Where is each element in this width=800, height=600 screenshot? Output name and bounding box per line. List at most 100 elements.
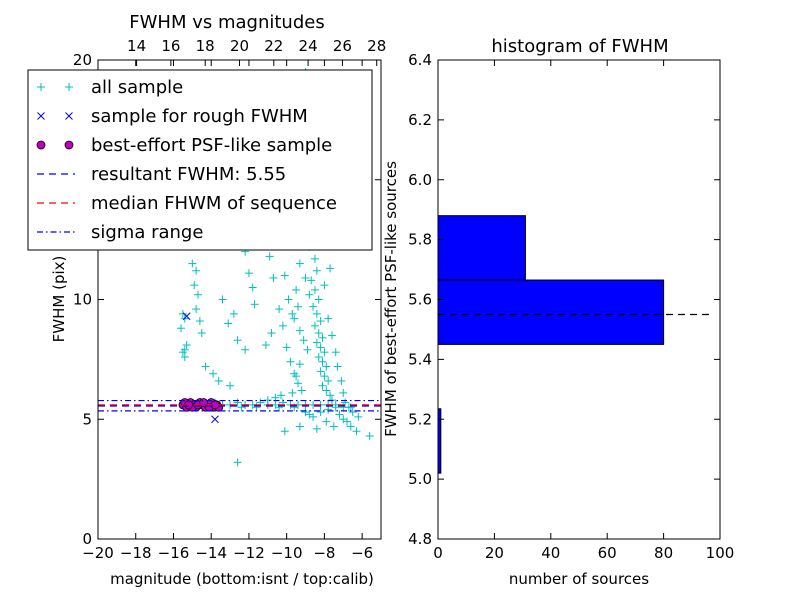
legend-label-all-sample: all sample [91, 77, 183, 98]
legend-label-rough-sample: sample for rough FWHM [91, 106, 308, 127]
data-point [269, 273, 278, 282]
data-point [193, 290, 202, 299]
data-point [292, 285, 301, 294]
data-point [314, 352, 323, 361]
histogram-y-axis-label: FWHM of best-effort PSF-like sources [382, 161, 400, 437]
top-tick-label: 20 [230, 37, 249, 55]
top-tick-label: 28 [367, 37, 386, 55]
data-point [295, 259, 304, 268]
data-point [293, 379, 302, 388]
data-point [341, 398, 350, 407]
hist-x-tick-label: 40 [541, 544, 560, 562]
data-point [331, 348, 340, 357]
data-point [280, 271, 289, 280]
data-point [182, 341, 191, 350]
data-point [312, 309, 321, 318]
legend-marker [64, 140, 74, 150]
histogram-ticks: 0 20 40 60 80 100 4.8 5.0 5.2 5.4 5.6 5.8 6.0 6.2 6.4 [408, 51, 734, 562]
data-point [322, 417, 331, 426]
data-point [293, 302, 302, 311]
histogram-bar [437, 279, 665, 345]
data-point [177, 324, 186, 333]
data-point [265, 252, 274, 261]
x-tick-label: −16 [158, 544, 190, 562]
data-point [211, 415, 219, 424]
histogram-bar [437, 215, 526, 281]
data-point [348, 408, 357, 417]
data-point [197, 329, 206, 338]
scatter-y-axis-label: FWHM (pix) [50, 256, 68, 343]
data-point [241, 345, 250, 354]
legend-label-median-fwhm: median FHWM of sequence [91, 193, 337, 214]
data-point [314, 329, 323, 338]
hist-y-tick-label: 5.8 [408, 231, 432, 249]
data-point [278, 321, 287, 330]
data-point [288, 388, 297, 397]
data-point [244, 269, 253, 278]
scatter-x-axis-label: magnitude (bottom:isnt / top:calib) [110, 570, 374, 588]
data-point [248, 283, 257, 292]
data-point [335, 410, 344, 419]
data-point [301, 408, 310, 417]
top-tick-label: 14 [127, 37, 146, 55]
hist-y-tick-label: 5.0 [408, 470, 432, 488]
data-point [320, 281, 329, 290]
top-tick-label: 18 [196, 37, 215, 55]
data-point [250, 300, 259, 309]
data-point [182, 312, 191, 321]
data-point [299, 336, 308, 345]
data-point [301, 273, 310, 282]
data-point [312, 424, 321, 433]
data-point [318, 357, 327, 366]
histogram-chart: histogram of FWHM 0 20 40 60 80 100 4.8 5.0 5.2 5… [382, 36, 734, 588]
top-tick-label: 24 [299, 37, 318, 55]
histogram-title: histogram of FWHM [491, 36, 668, 57]
data-point [320, 348, 329, 357]
data-point [295, 422, 304, 431]
data-point [178, 348, 187, 357]
data-point [312, 266, 321, 275]
data-point [309, 302, 318, 311]
x-tick-label: −14 [195, 544, 227, 562]
x-tick-label: −10 [271, 544, 303, 562]
data-point [201, 362, 210, 371]
data-point [326, 391, 335, 400]
data-point [312, 338, 321, 347]
data-point [346, 422, 355, 431]
data-point [316, 408, 325, 417]
data-point [295, 326, 304, 335]
data-point [324, 314, 333, 323]
hist-y-tick-label: 6.2 [408, 111, 432, 129]
hist-x-tick-label: 20 [485, 544, 504, 562]
data-point [327, 331, 336, 340]
data-point [229, 309, 238, 318]
data-point [218, 295, 227, 304]
data-point [275, 305, 284, 314]
data-point [282, 343, 291, 352]
data-point [326, 264, 335, 273]
data-point [310, 254, 319, 263]
legend-label-psf-sample: best-effort PSF-like sample [91, 135, 332, 156]
legend-label-sigma-range: sigma range [91, 222, 203, 243]
scatter-chart: FWHM vs magnitudes −20 −18 −16 −14 −12 −10 −8−… [27, 12, 386, 588]
legend-marker [36, 140, 46, 150]
data-point [233, 458, 242, 467]
hist-x-tick-label: 60 [598, 544, 617, 562]
hist-y-tick-label: 6.0 [408, 171, 432, 189]
data-point [303, 345, 312, 354]
legend-markers [36, 83, 75, 233]
data-point [224, 319, 233, 328]
x-tick-label: −20 [82, 544, 114, 562]
data-point [310, 321, 319, 330]
data-point [324, 376, 333, 385]
data-point [192, 266, 201, 275]
y-tick-label: 20 [73, 51, 92, 69]
data-point [354, 412, 363, 421]
hist-y-tick-label: 6.4 [408, 51, 432, 69]
x-tick-label: −12 [233, 544, 265, 562]
data-point [316, 317, 325, 326]
hist-x-tick-label: 80 [654, 544, 673, 562]
top-tick-label: 16 [161, 37, 180, 55]
data-point [195, 317, 204, 326]
